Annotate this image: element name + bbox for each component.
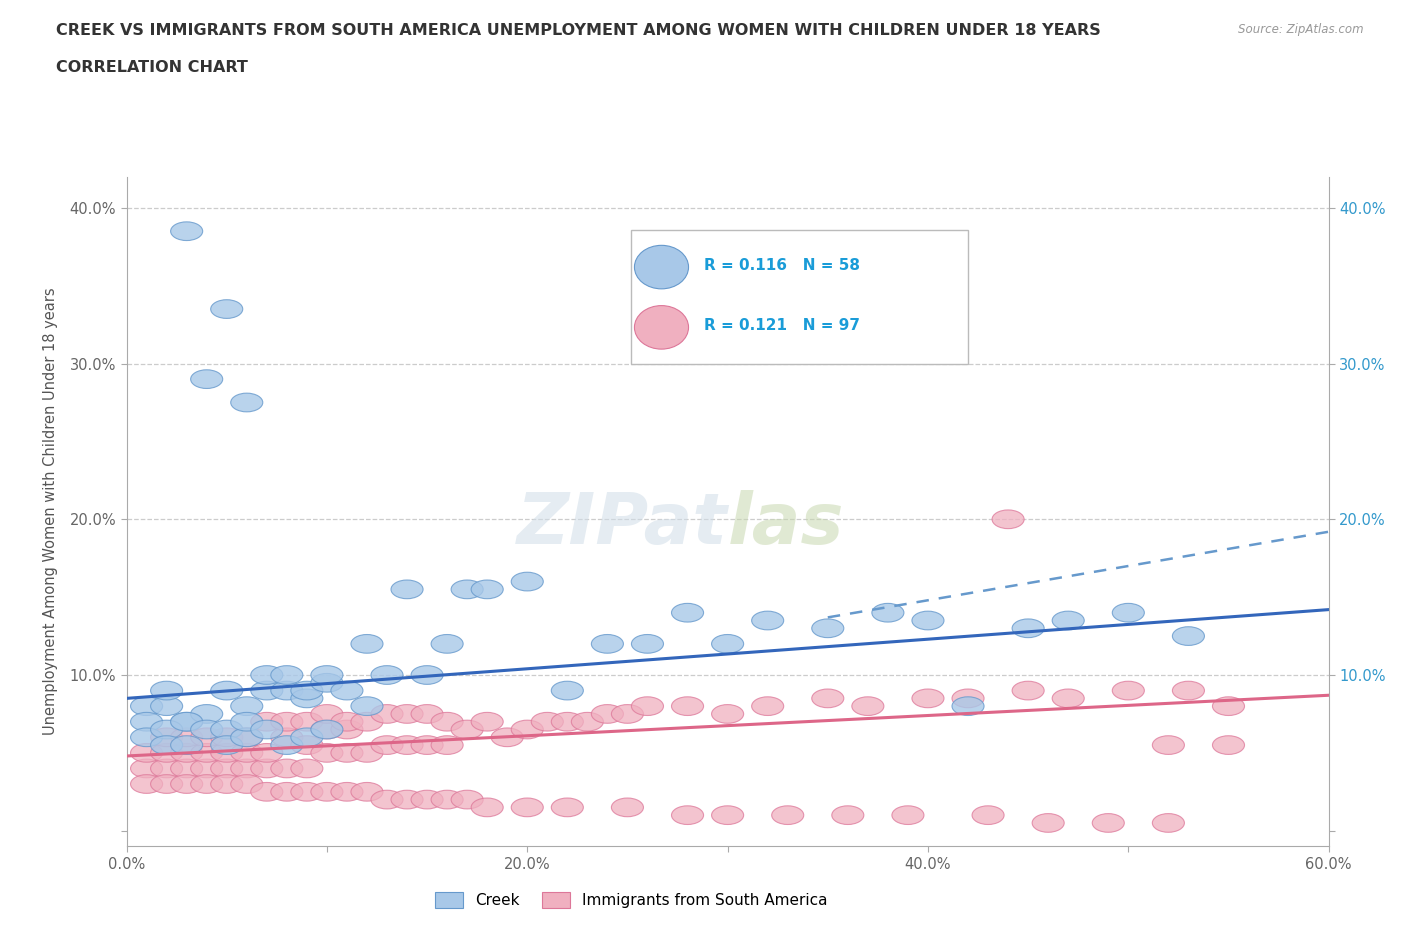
Text: CORRELATION CHART: CORRELATION CHART — [56, 60, 247, 75]
Text: R = 0.116   N = 58: R = 0.116 N = 58 — [703, 258, 859, 272]
Text: R = 0.121   N = 97: R = 0.121 N = 97 — [703, 318, 859, 333]
Text: ZIPat: ZIPat — [517, 490, 728, 559]
Text: las: las — [728, 490, 844, 559]
Legend: Creek, Immigrants from South America: Creek, Immigrants from South America — [427, 884, 835, 916]
Ellipse shape — [634, 246, 689, 289]
Text: CREEK VS IMMIGRANTS FROM SOUTH AMERICA UNEMPLOYMENT AMONG WOMEN WITH CHILDREN UN: CREEK VS IMMIGRANTS FROM SOUTH AMERICA U… — [56, 23, 1101, 38]
FancyBboxPatch shape — [631, 231, 967, 365]
Text: Source: ZipAtlas.com: Source: ZipAtlas.com — [1239, 23, 1364, 36]
Ellipse shape — [634, 306, 689, 349]
Y-axis label: Unemployment Among Women with Children Under 18 years: Unemployment Among Women with Children U… — [44, 287, 59, 736]
